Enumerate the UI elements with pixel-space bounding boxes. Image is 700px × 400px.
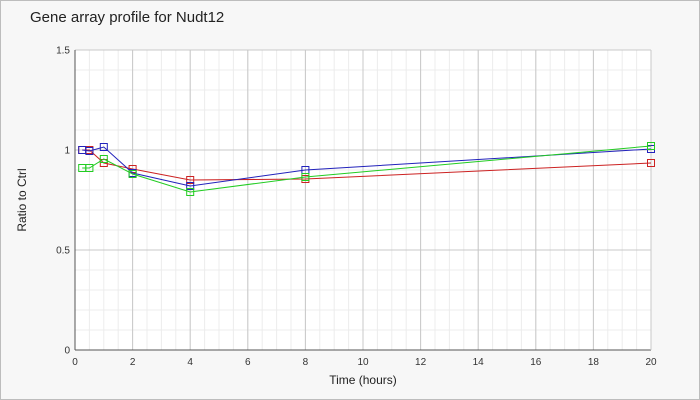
series-marker-3 [85,164,94,172]
series-marker-2 [85,147,94,155]
x-tick-label: 18 [588,357,600,368]
x-tick-label: 0 [72,357,78,368]
y-tick-label: 1.5 [56,46,70,57]
x-tick-label: 14 [473,357,485,368]
chart-title: Gene array profile for Nudt12 [30,9,225,26]
y-tick-label: 0.5 [56,246,70,257]
x-axis-label: Time (hours) [329,373,397,387]
series-marker-1 [647,159,655,167]
x-tick-label: 6 [245,357,251,368]
x-tick-label: 16 [530,357,542,368]
x-tick-label: 20 [645,357,657,368]
y-axis-label: Ratio to Ctrl [15,168,29,231]
axes [74,50,652,351]
series-marker-3 [99,155,108,163]
series-marker-1 [186,176,195,184]
series-marker-2 [99,143,108,151]
series-line-2 [82,146,652,187]
series-marker-3 [128,170,137,178]
series-marker-3 [647,142,655,150]
x-tick-label: 12 [415,357,427,368]
series-marker-3 [186,188,195,196]
x-tick-label: 2 [130,357,136,368]
series-line-3 [82,145,652,193]
series-layer [78,142,655,196]
x-tick-label: 4 [187,357,193,368]
series-marker-3 [301,173,310,181]
x-tick-labels: 0 2 4 6 8 10 12 14 16 18 20 [72,357,657,368]
x-tick-label: 10 [357,357,369,368]
y-tick-label: 1 [64,146,70,157]
series-marker-2 [186,182,195,190]
y-tick-label: 0 [64,346,70,357]
y-tick-labels: 0 0.5 1 1.5 [56,46,70,357]
x-tick-label: 8 [303,357,309,368]
